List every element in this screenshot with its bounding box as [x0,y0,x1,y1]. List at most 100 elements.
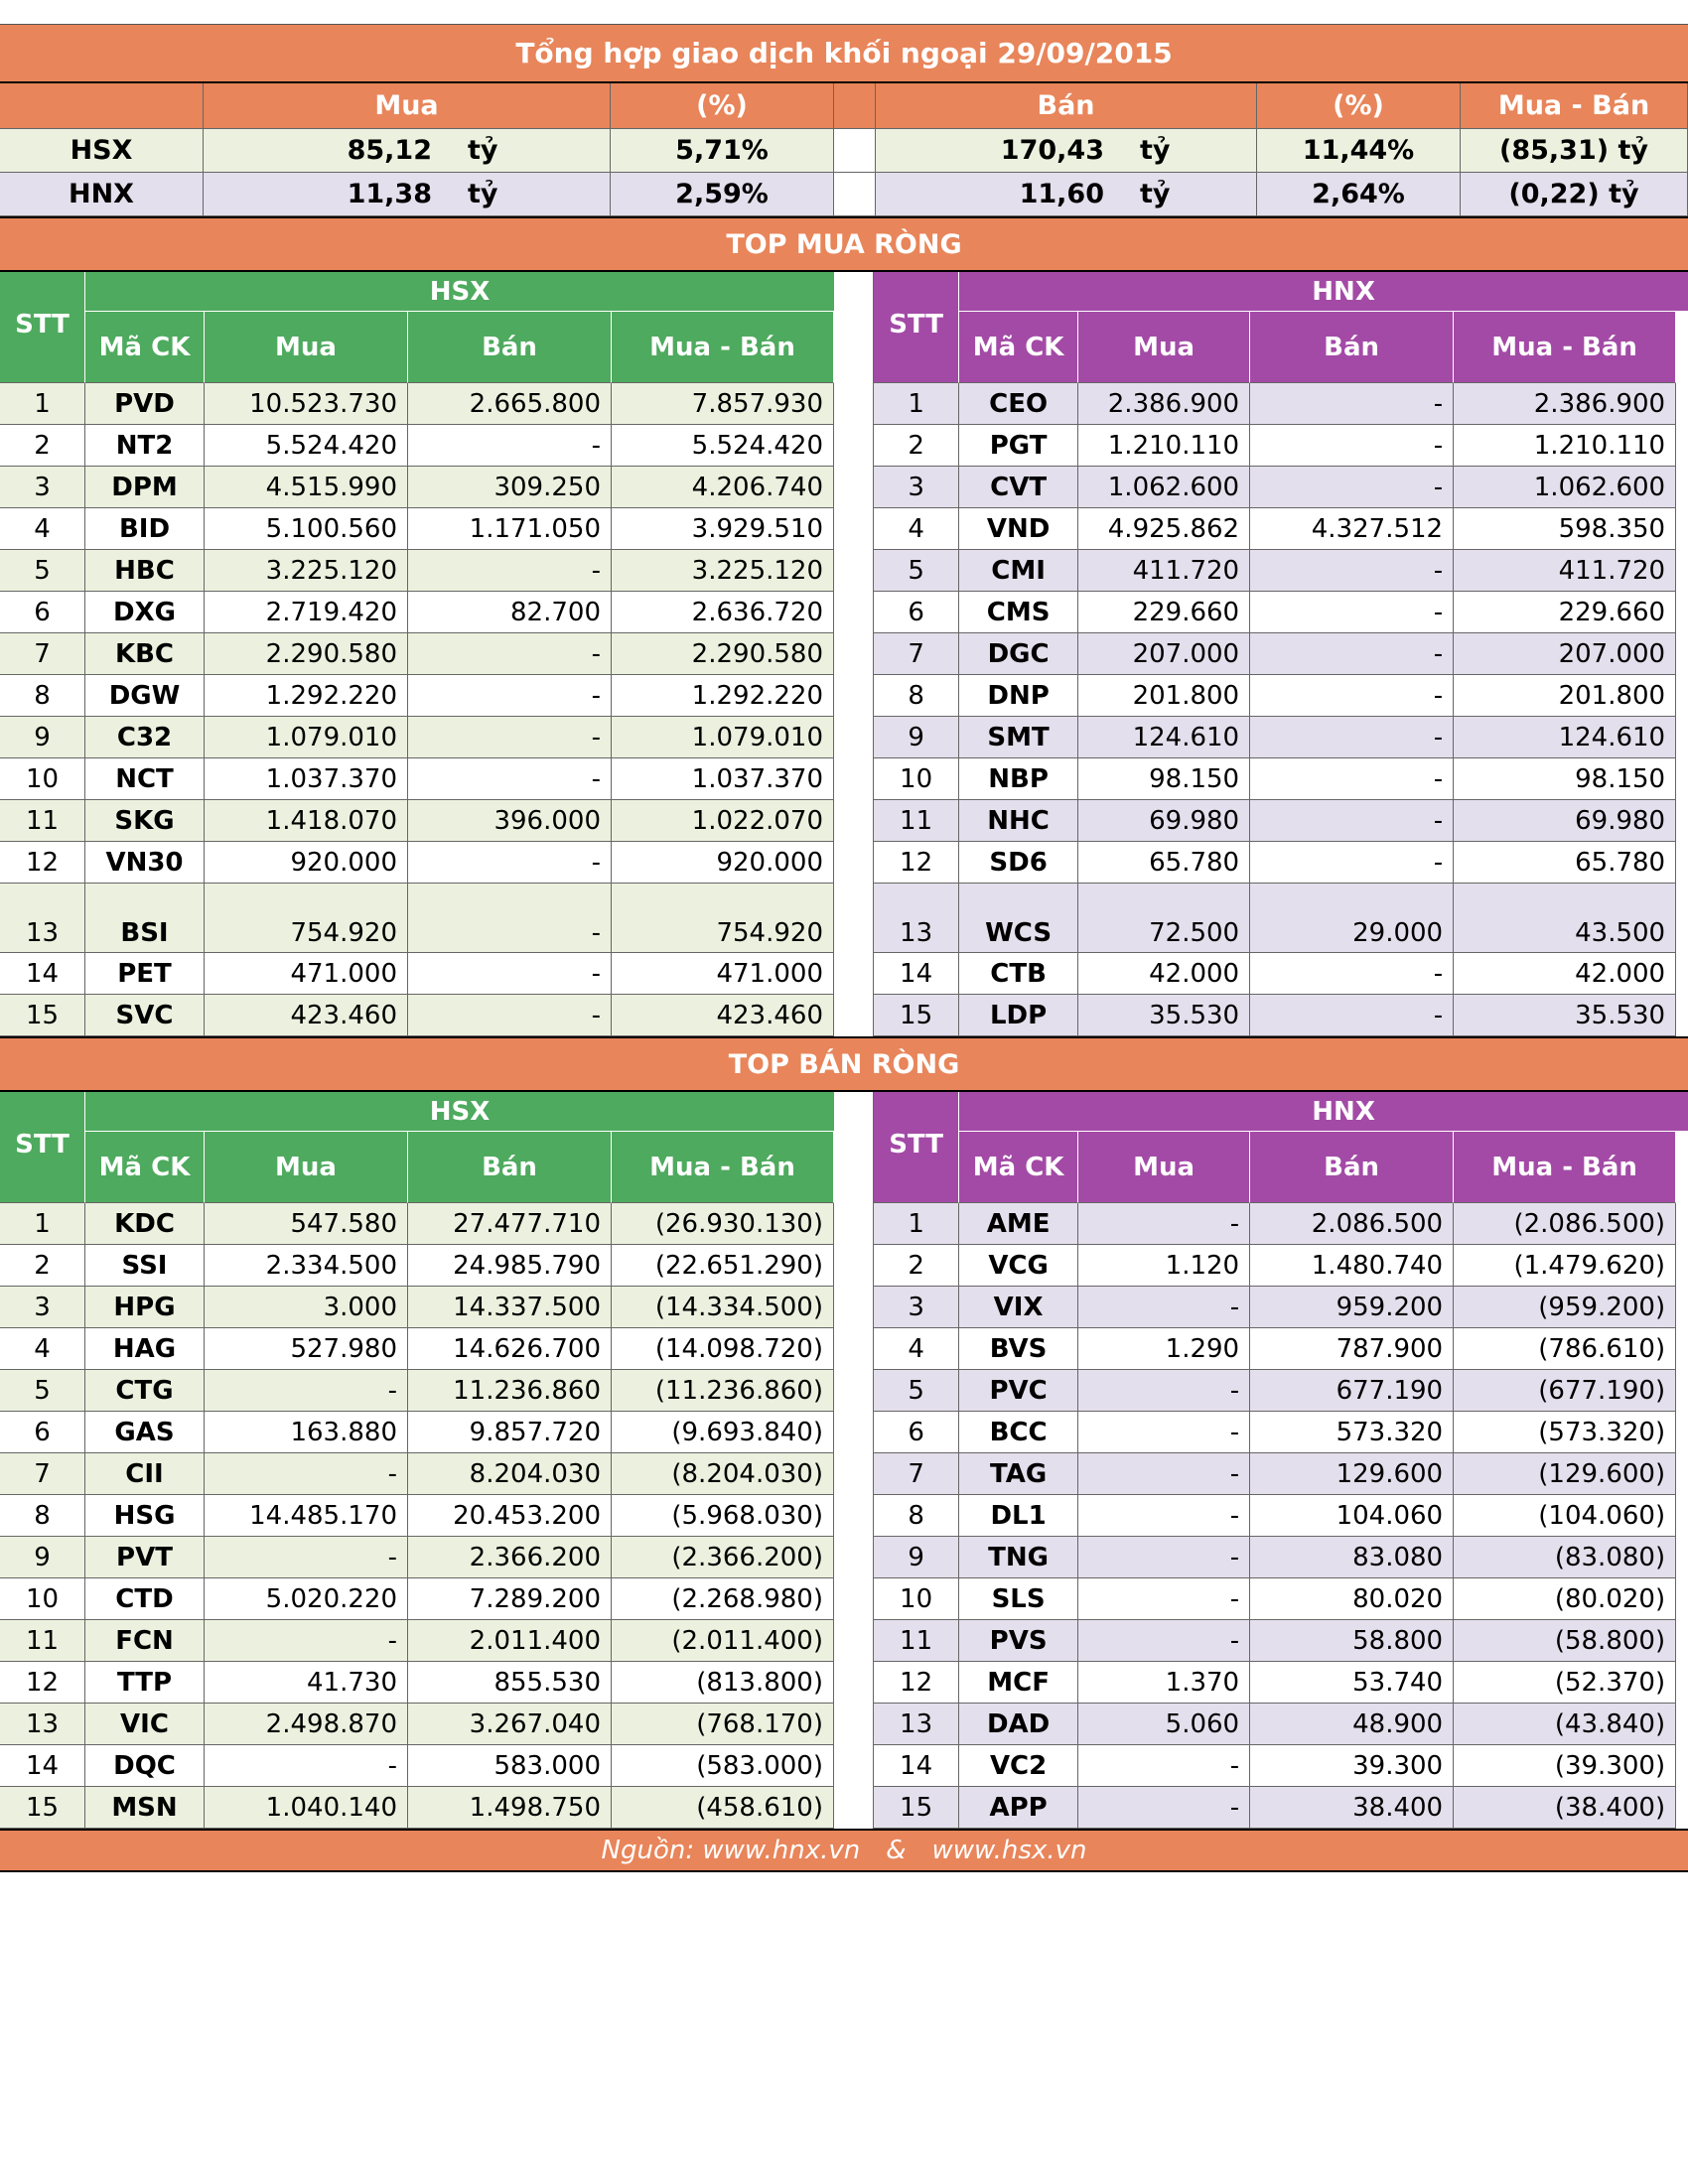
net-value: 1.079.010 [612,717,834,758]
buy-value: 2.386.900 [1078,383,1251,425]
net-value: 2.386.900 [1454,383,1677,425]
buy-value: 5.060 [1078,1704,1251,1745]
net-value: (959.200) [1454,1287,1677,1328]
stock-code: NBP [959,758,1079,800]
buy-value: 547.580 [205,1203,408,1245]
summary-net: (0,22) tỷ [1461,173,1688,216]
stock-code: AME [959,1203,1079,1245]
stock-code: VND [959,508,1079,550]
source-hsx-link[interactable]: www.hsx.vn [931,1836,1087,1865]
summary-sell-amount: 11,60 [1019,179,1104,209]
code-header: Mã CK [85,312,205,383]
stock-code: CTD [85,1578,205,1620]
buy-value: 1.290 [1078,1328,1251,1370]
row-stt: 3 [0,467,85,508]
sell-value: - [1250,550,1455,592]
table-row: 14 DQC -583.000 (583.000) [0,1745,834,1787]
buy-value: 4.515.990 [205,467,408,508]
table-body: 1 PVD 10.523.730 2.665.800 7.857.930 2 NT2 5.52… [0,383,834,1036]
stock-code: DQC [85,1745,205,1787]
buy-header: Mua [205,312,408,383]
table-row: 7 KBC 2.290.580-2.290.580 [0,633,834,675]
row-stt: 9 [874,717,960,758]
table-row: 11 FCN -2.011.400 (2.011.400) [0,1620,834,1662]
table-row: 15 SVC 423.460-423.460 [0,995,834,1036]
table-row: 8 DGW 1.292.220-1.292.220 [0,675,834,717]
table-body: 1 KDC 547.580 27.477.710 (26.930.130) 2 SSI 2.3… [0,1203,834,1829]
table-row: 13 VIC 2.498.870 3.267.040 (768.170) [0,1704,834,1745]
stock-code: NHC [959,800,1079,842]
net-value: (458.610) [612,1787,834,1829]
stock-code: DGC [959,633,1079,675]
code-header: Mã CK [959,312,1079,383]
table-row: 3 VIX -959.200 (959.200) [874,1287,1688,1328]
buy-value: 72.500 [1078,884,1251,953]
buy-value: 411.720 [1078,550,1251,592]
sell-header: Bán [408,1132,612,1203]
net-value: 5.524.420 [612,425,834,467]
stock-code: CEO [959,383,1079,425]
top-buy-hsx-table: STT HSX Mã CK Mua Bán Mua - Bán 1 PVD 10.5… [0,272,834,1036]
buy-value: - [1078,1537,1251,1578]
sell-value: 48.900 [1250,1704,1455,1745]
sell-value: 959.200 [1250,1287,1455,1328]
row-stt: 5 [874,1370,960,1412]
net-value: 1.062.600 [1454,467,1677,508]
net-value: (11.236.860) [612,1370,834,1412]
table-row: 3 CVT 1.062.600-1.062.600 [874,467,1688,508]
row-stt: 11 [0,1620,85,1662]
row-stt: 13 [0,1704,85,1745]
report-sheet: Tổng hợp giao dịch khối ngoại 29/09/2015… [0,24,1688,1872]
sell-value: - [1250,842,1455,884]
sell-value: - [408,717,612,758]
row-stt: 7 [874,1453,960,1495]
table-row: 12 VN30 920.000-920.000 [0,842,834,884]
sell-value: - [408,758,612,800]
row-stt: 15 [0,1787,85,1829]
summary-header: Mua (%) Bán (%) Mua - Bán [0,83,1688,129]
sell-value: 573.320 [1250,1412,1455,1453]
net-value: 69.980 [1454,800,1677,842]
summary-header-sell: Bán [876,83,1257,129]
row-stt: 7 [0,1453,85,1495]
buy-value: - [1078,1453,1251,1495]
net-value: 1.210.110 [1454,425,1677,467]
buy-value: 1.037.370 [205,758,408,800]
buy-value: - [205,1745,408,1787]
summary-sell-unit: tỷ [1140,179,1171,209]
net-value: (80.020) [1454,1578,1677,1620]
stt-header: STT [0,272,85,383]
buy-value: 1.079.010 [205,717,408,758]
summary-gap [834,129,876,173]
table-header: STT HSX Mã CK Mua Bán Mua - Bán [0,272,834,383]
column-headers: Mã CK Mua Bán Mua - Bán [85,1132,834,1203]
table-row: 11 PVS -58.800 (58.800) [874,1620,1688,1662]
net-value: (2.268.980) [612,1578,834,1620]
buy-value: - [1078,1203,1251,1245]
row-stt: 10 [874,1578,960,1620]
net-value: (786.610) [1454,1328,1677,1370]
table-row: 1 AME -2.086.500 (2.086.500) [874,1203,1688,1245]
row-stt: 4 [874,508,960,550]
sell-value: - [1250,383,1455,425]
net-value: 1.022.070 [612,800,834,842]
buy-value: - [205,1620,408,1662]
sell-value: 39.300 [1250,1745,1455,1787]
buy-value: 423.460 [205,995,408,1036]
row-stt: 9 [0,717,85,758]
table-row: 7 TAG -129.600 (129.600) [874,1453,1688,1495]
stock-code: GAS [85,1412,205,1453]
stock-code: SD6 [959,842,1079,884]
table-row: 5 CTG -11.236.860 (11.236.860) [0,1370,834,1412]
sell-value: 24.985.790 [408,1245,612,1287]
table-row: 4 BVS 1.290 787.900 (786.610) [874,1328,1688,1370]
net-value: (677.190) [1454,1370,1677,1412]
source-hnx-link[interactable]: Nguồn: www.hnx.vn [601,1836,861,1865]
stock-code: MSN [85,1787,205,1829]
stock-code: PET [85,953,205,995]
source-footer: Nguồn: www.hnx.vn & www.hsx.vn [0,1829,1688,1872]
net-value: (583.000) [612,1745,834,1787]
table-row: 2 VCG 1.120 1.480.740 (1.479.620) [874,1245,1688,1287]
table-row: 8 HSG 14.485.170 20.453.200 (5.968.030) [0,1495,834,1537]
row-stt: 15 [874,995,960,1036]
